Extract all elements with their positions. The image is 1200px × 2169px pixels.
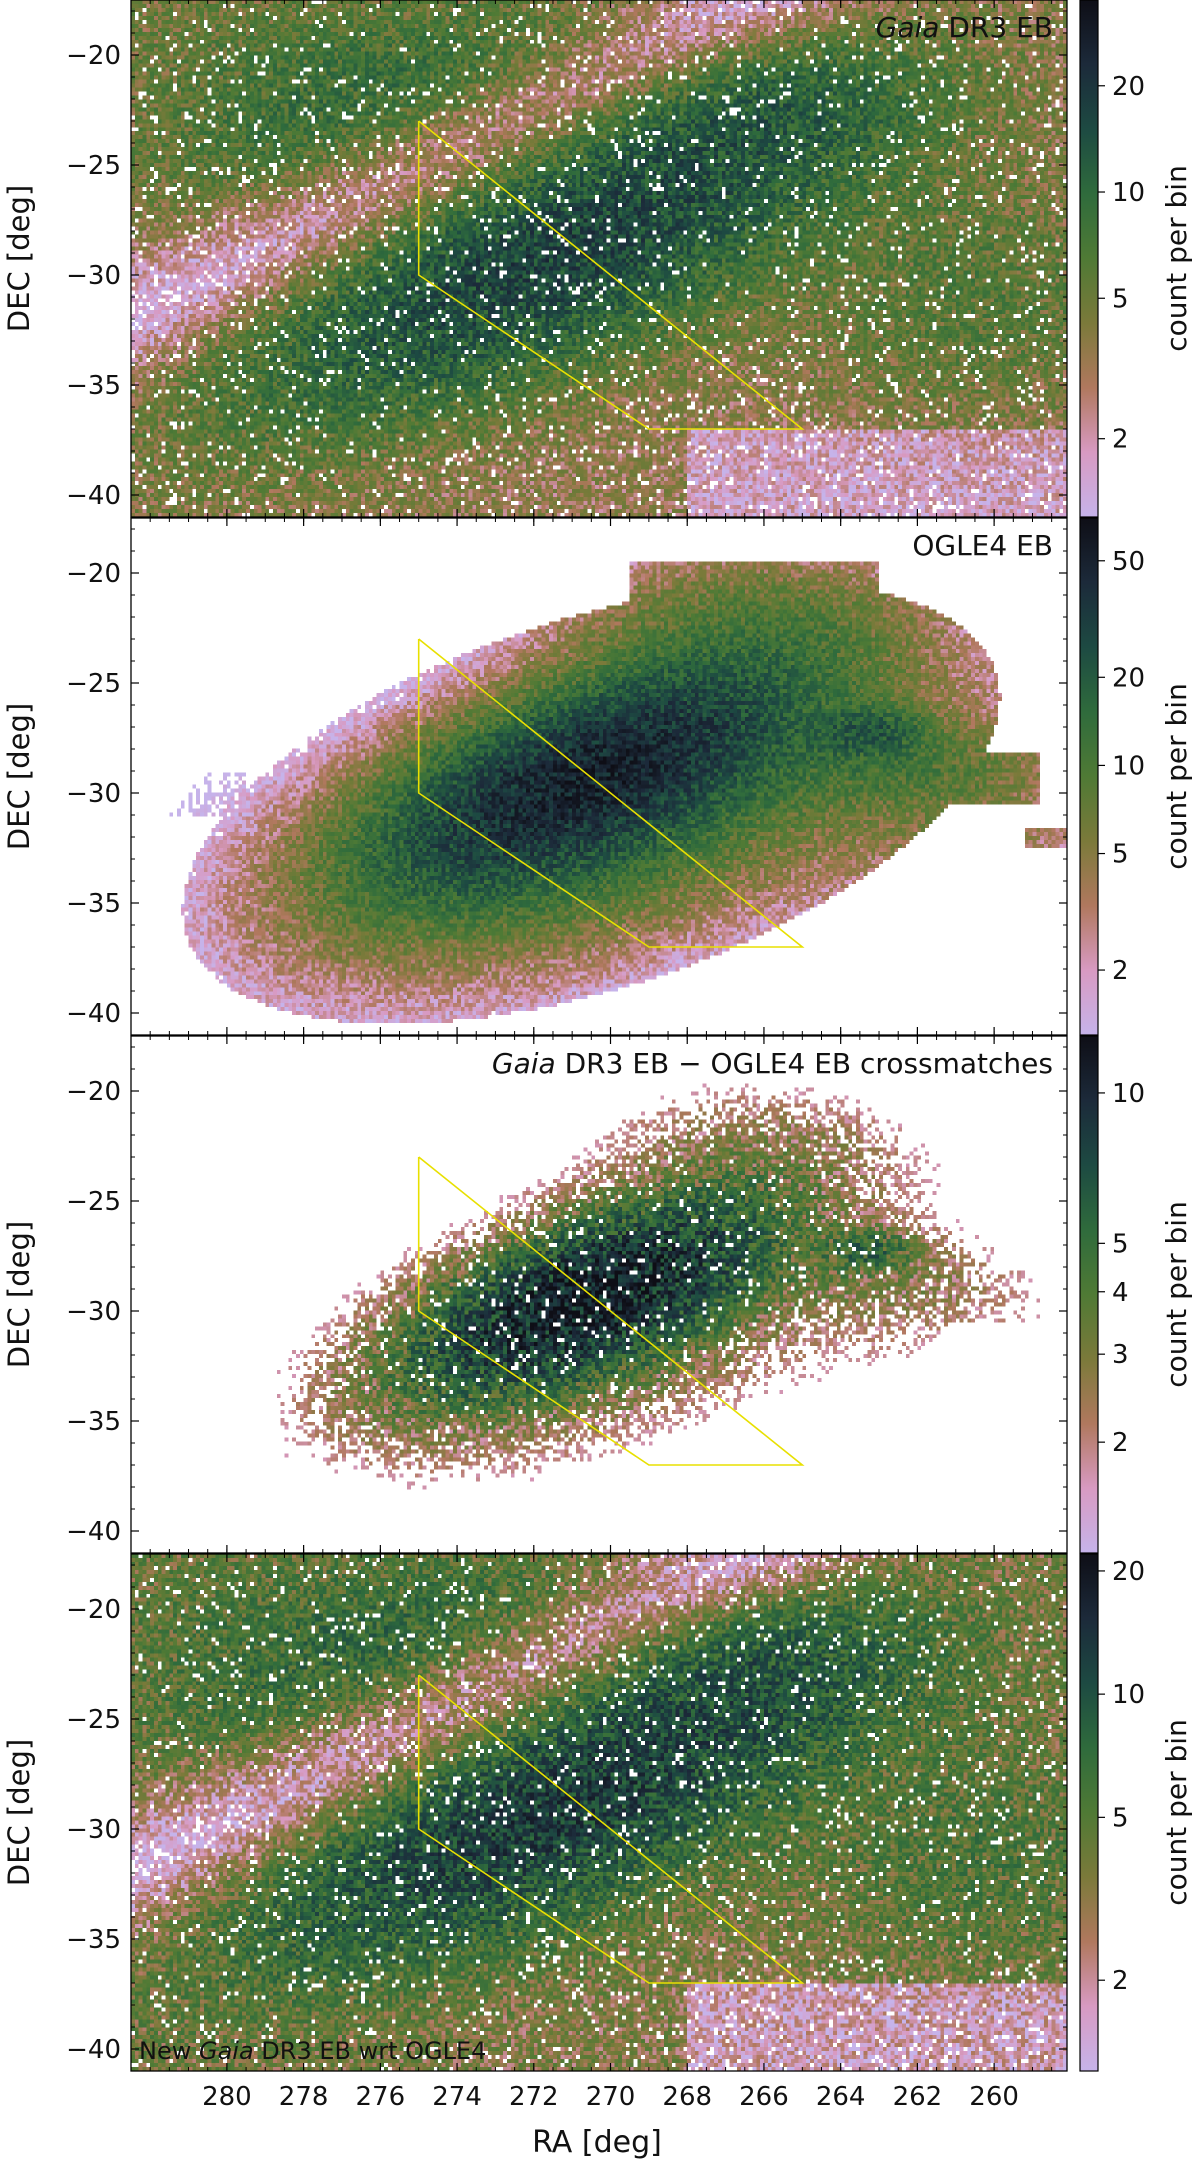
colorbar-tick-label: 20 <box>1112 663 1145 693</box>
colorbar-tick-label: 50 <box>1112 547 1145 577</box>
colorbar <box>1079 1553 1099 2072</box>
x-tick-label: 260 <box>969 2082 1019 2112</box>
panel-title-part: New <box>139 2037 199 2065</box>
plot-frame <box>130 1035 1068 1554</box>
colorbar-tick-label: 20 <box>1112 72 1145 102</box>
plot-frame <box>130 1553 1068 2072</box>
y-tick-label: −25 <box>66 669 121 699</box>
x-tick-label: 272 <box>509 2082 559 2112</box>
y-tick-label: −30 <box>66 779 121 809</box>
x-tick-label: 266 <box>739 2082 789 2112</box>
panel-title: New Gaia DR3 EB wrt OGLE4 <box>139 2037 486 2065</box>
heatmap-image <box>131 1036 1067 1553</box>
colorbar <box>1079 1035 1099 1554</box>
colorbar-tick-label: 10 <box>1112 751 1145 781</box>
panel-3: −20 −25 −30 −35 −40 DEC [deg] Gaia DR3 EB − OG… <box>2 1035 1193 1554</box>
y-tick-label: −35 <box>66 1407 121 1437</box>
selection-polygon <box>417 638 805 948</box>
panel-title: Gaia DR3 EB − OGLE4 EB crossmatches <box>492 1047 1053 1080</box>
colorbar-tick-label: 2 <box>1112 1428 1129 1458</box>
colorbar-tick-label: 4 <box>1112 1278 1129 1308</box>
panel-1: −20 −25 −30 −35 −40 DEC [deg] Gaia DR3 EB 2 5 10 2… <box>2 0 1193 518</box>
x-tick-label: 268 <box>662 2082 712 2112</box>
colorbar-tick-label: 5 <box>1112 284 1129 314</box>
panel-2: −20 −25 −30 −35 −40 DEC [deg] OGLE4 EB 2 5 10 20 50… <box>2 517 1193 1036</box>
colorbar-tick-label: 2 <box>1112 1966 1129 1996</box>
panel-title-part: Gaia <box>199 2037 254 2065</box>
x-tick-label: 274 <box>432 2082 482 2112</box>
y-axis-label: DEC [deg] <box>2 703 36 850</box>
y-axis-label: DEC [deg] <box>2 1221 36 1368</box>
colorbar-tick-label: 2 <box>1112 956 1129 986</box>
x-tick-label: 270 <box>586 2082 636 2112</box>
y-tick-label: −25 <box>66 151 121 181</box>
y-tick-label: −30 <box>66 1297 121 1327</box>
selection-polygon <box>417 120 805 430</box>
x-tick-label: 276 <box>356 2082 406 2112</box>
panel-title: Gaia DR3 EB <box>876 11 1053 44</box>
colorbar <box>1079 0 1099 518</box>
y-tick-label: −20 <box>66 41 121 71</box>
panel-title-part: DR3 EB <box>939 11 1053 44</box>
y-tick-label: −20 <box>66 559 121 589</box>
colorbar-tick-label: 3 <box>1112 1340 1129 1370</box>
y-axis-label: DEC [deg] <box>2 185 36 332</box>
colorbar-tick-label: 20 <box>1112 1557 1145 1587</box>
y-tick-label: −35 <box>66 889 121 919</box>
colorbar-label: count per bin <box>1160 1719 1193 1906</box>
colorbar-tick-label: 10 <box>1112 1680 1145 1710</box>
x-tick-label: 262 <box>893 2082 943 2112</box>
y-tick-label: −30 <box>66 261 121 291</box>
colorbar-tick-label: 5 <box>1112 1229 1129 1259</box>
selection-polygon <box>417 1674 805 1984</box>
panel-title-part: OGLE4 EB <box>912 529 1053 562</box>
x-axis-label: RA [deg] <box>532 2125 662 2160</box>
heatmap-image <box>131 0 1067 517</box>
colorbar-tick-label: 5 <box>1112 840 1129 870</box>
y-axis-label: DEC [deg] <box>2 1739 36 1886</box>
y-tick-label: −25 <box>66 1705 121 1735</box>
panel-title-part: DR3 EB − OGLE4 EB crossmatches <box>556 1047 1053 1080</box>
y-tick-label: −35 <box>66 1925 121 1955</box>
x-tick-label: 264 <box>816 2082 866 2112</box>
colorbar-label: count per bin <box>1160 165 1193 352</box>
colorbar-tick-label: 10 <box>1112 178 1145 208</box>
plot-frame <box>130 517 1068 1036</box>
y-tick-label: −40 <box>66 999 121 1029</box>
heatmap-image <box>131 518 1067 1035</box>
colorbar-label: count per bin <box>1160 683 1193 870</box>
plot-frame <box>130 0 1068 518</box>
y-tick-label: −20 <box>66 1595 121 1625</box>
colorbar-tick-label: 2 <box>1112 425 1129 455</box>
panel-title: OGLE4 EB <box>912 529 1053 562</box>
y-tick-label: −35 <box>66 371 121 401</box>
heatmap-image <box>131 1554 1067 2071</box>
colorbar-label: count per bin <box>1160 1201 1193 1388</box>
x-tick-label: 280 <box>202 2082 252 2112</box>
y-tick-label: −40 <box>66 481 121 511</box>
y-tick-label: −40 <box>66 2035 121 2065</box>
y-tick-label: −30 <box>66 1815 121 1845</box>
panel-title-part: Gaia <box>492 1047 556 1080</box>
colorbar <box>1079 517 1099 1036</box>
y-tick-label: −40 <box>66 1517 121 1547</box>
panel-4: −20 −25 −30 −35 −40 280 278 276 274 272 270 268 266 2… <box>2 1553 1193 2112</box>
y-tick-label: −25 <box>66 1187 121 1217</box>
panel-title-part: Gaia <box>876 11 940 44</box>
colorbar-tick-label: 10 <box>1112 1079 1145 1109</box>
panel-title-part: DR3 EB wrt OGLE4 <box>254 2037 487 2065</box>
x-tick-label: 278 <box>279 2082 329 2112</box>
selection-polygon <box>417 1156 805 1466</box>
colorbar-tick-label: 5 <box>1112 1803 1129 1833</box>
y-tick-label: −20 <box>66 1077 121 1107</box>
